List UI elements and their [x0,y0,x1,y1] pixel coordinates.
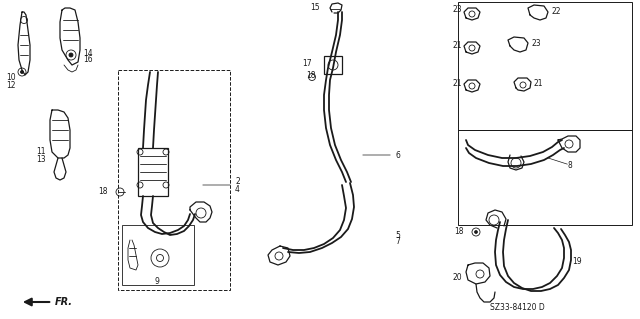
Text: 12: 12 [6,80,15,90]
Text: 6: 6 [395,151,400,160]
Text: 21: 21 [534,79,543,88]
Text: 19: 19 [572,257,582,266]
Text: FR.: FR. [25,297,73,307]
Text: SZ33-84120 D: SZ33-84120 D [490,303,545,313]
Text: 21: 21 [452,79,462,88]
Bar [122,225,194,285]
Text: 4: 4 [235,184,240,194]
Text: 18: 18 [454,227,464,236]
Text: 20: 20 [452,273,462,283]
Bar [118,70,230,290]
Text: 13: 13 [36,154,45,164]
Text: 10: 10 [6,73,15,83]
Bar [458,130,632,225]
Text: 17: 17 [302,60,312,69]
Text: 2: 2 [235,177,240,187]
Text: 8: 8 [568,160,573,169]
Bar [138,148,168,196]
Text: 14: 14 [83,48,93,57]
Text: 7: 7 [395,238,400,247]
Text: 9: 9 [155,278,159,286]
Text: 18: 18 [307,71,316,80]
Circle shape [69,53,73,57]
Bar [458,2,632,130]
Bar [324,56,342,74]
Circle shape [20,70,24,73]
Text: 11: 11 [36,147,45,157]
Text: 21: 21 [452,41,462,50]
Text: 23: 23 [532,40,541,48]
Text: 15: 15 [310,4,320,12]
Text: 16: 16 [83,56,93,64]
Text: 22: 22 [552,8,561,17]
Text: 18: 18 [99,188,108,197]
Circle shape [474,231,477,234]
Text: 5: 5 [395,231,400,240]
Text: 23: 23 [452,5,462,14]
